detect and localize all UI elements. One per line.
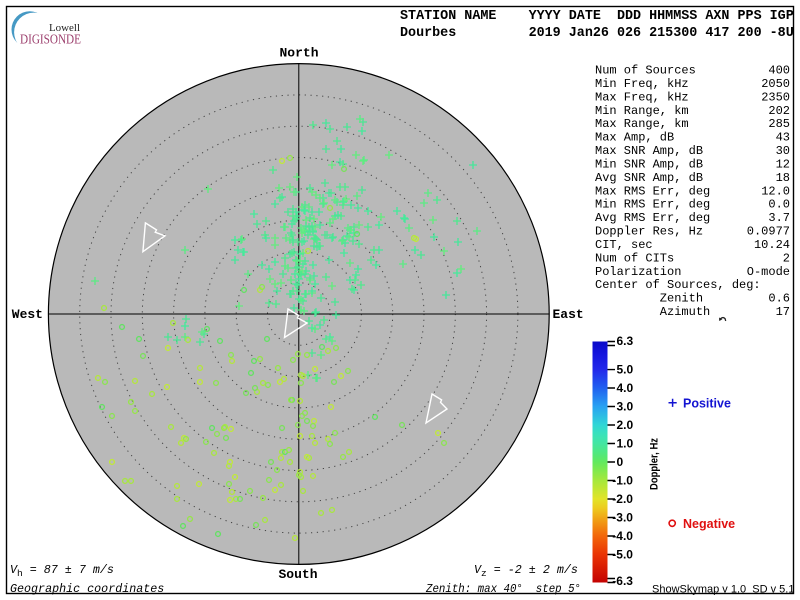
svg-text:ShowSkymap v 1.0 SD v 5.1: ShowSkymap v 1.0 SD v 5.1 (652, 584, 794, 596)
svg-text:Geographic coordinates: Geographic coordinates (10, 582, 164, 596)
svg-text:4.0: 4.0 (617, 381, 634, 395)
svg-text:3.0: 3.0 (617, 400, 634, 414)
svg-text:-2.0: -2.0 (612, 492, 633, 506)
svg-text:5.0: 5.0 (617, 363, 634, 377)
svg-text:43: 43 (776, 131, 790, 145)
svg-text:Max SNR Amp, dB: Max SNR Amp, dB (595, 144, 703, 158)
svg-text:Max Freq, kHz: Max Freq, kHz (595, 90, 689, 104)
svg-text:Num of CITs: Num of CITs (595, 251, 674, 265)
svg-text:Negative: Negative (683, 517, 735, 531)
svg-text:Positive: Positive (683, 397, 731, 411)
svg-text:O-mode: O-mode (747, 265, 790, 279)
svg-text:Avg SNR Amp, dB: Avg SNR Amp, dB (595, 171, 703, 185)
svg-text:0.6: 0.6 (768, 292, 790, 306)
svg-text:3.7: 3.7 (768, 211, 790, 225)
svg-text:-4.0: -4.0 (612, 529, 633, 543)
svg-text:10.24: 10.24 (754, 238, 790, 252)
svg-text:Min RMS Err, deg: Min RMS Err, deg (595, 198, 710, 212)
svg-text:Num of Sources: Num of Sources (595, 64, 696, 78)
svg-text:2.0: 2.0 (617, 418, 634, 432)
svg-text:2050: 2050 (761, 77, 790, 91)
svg-text:Dourbes 2019 Jan26 026: Dourbes 2019 Jan26 026 215300 417 200 -8… (400, 26, 794, 41)
svg-text:1.0: 1.0 (617, 437, 634, 451)
svg-text:Vh = 87 ± 7 m/s: Vh = 87 ± 7 m/s (10, 563, 114, 579)
svg-text:Max Range, km: Max Range, km (595, 117, 689, 131)
svg-text:CIT, sec: CIT, sec (595, 238, 653, 252)
svg-text:Min Range, km: Min Range, km (595, 104, 689, 118)
svg-text:12: 12 (776, 157, 790, 171)
svg-text:0: 0 (617, 455, 624, 469)
svg-text:Min SNR Amp, dB: Min SNR Amp, dB (595, 157, 703, 171)
svg-text:-6.3: -6.3 (612, 574, 633, 588)
svg-text:2: 2 (783, 251, 790, 265)
svg-text:0.0977: 0.0977 (747, 225, 790, 239)
svg-text:Doppler Res, Hz: Doppler Res, Hz (595, 225, 703, 239)
svg-text:6.3: 6.3 (617, 334, 634, 348)
svg-text:Center of Sources, deg:: Center of Sources, deg: (595, 278, 761, 292)
svg-text:North: North (279, 46, 318, 61)
svg-text:Doppler, Hz: Doppler, Hz (649, 438, 661, 490)
svg-text:Lowell: Lowell (49, 22, 80, 34)
svg-text:Max RMS Err, deg: Max RMS Err, deg (595, 184, 710, 198)
svg-text:17: 17 (776, 305, 790, 319)
svg-text:-5.0: -5.0 (612, 548, 633, 562)
svg-text:DIGISONDE: DIGISONDE (20, 32, 81, 47)
svg-text:Vz = -2 ± 2 m/s: Vz = -2 ± 2 m/s (474, 563, 578, 579)
svg-text:-3.0: -3.0 (612, 511, 633, 525)
svg-text:2350: 2350 (761, 90, 790, 104)
svg-text:STATION NAME YYYY DATE DDD: STATION NAME YYYY DATE DDD HHMMSS AXN PP… (400, 9, 794, 24)
svg-text:12.0: 12.0 (761, 184, 790, 198)
svg-text:Avg RMS Err, deg: Avg RMS Err, deg (595, 211, 710, 225)
svg-text:Azimuth: Azimuth (595, 305, 710, 319)
svg-text:Polarization: Polarization (595, 265, 681, 279)
svg-text:Min Freq, kHz: Min Freq, kHz (595, 77, 689, 91)
svg-text:18: 18 (776, 171, 790, 185)
svg-text:30: 30 (776, 144, 790, 158)
svg-text:0.0: 0.0 (768, 198, 790, 212)
svg-text:400: 400 (768, 64, 790, 78)
svg-text:Max Amp, dB: Max Amp, dB (595, 131, 674, 145)
svg-text:202: 202 (768, 104, 790, 118)
svg-text:Zenith: Zenith (595, 292, 703, 306)
svg-text:South: South (278, 567, 317, 582)
svg-text:285: 285 (768, 117, 790, 131)
svg-text:West: West (12, 307, 43, 322)
svg-text:East: East (553, 307, 584, 322)
svg-text:-1.0: -1.0 (612, 474, 633, 488)
svg-text:Zenith: max 40° step 5°: Zenith: max 40° step 5° (425, 582, 581, 596)
